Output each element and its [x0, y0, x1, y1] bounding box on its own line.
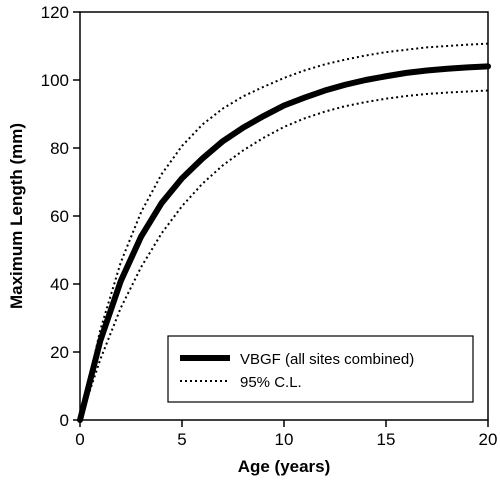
y-tick-label: 0: [60, 411, 69, 430]
y-tick-label: 120: [41, 3, 69, 22]
y-tick-label: 80: [50, 139, 69, 158]
x-tick-label: 10: [275, 430, 294, 449]
legend: VBGF (all sites combined) 95% C.L.: [167, 335, 474, 403]
x-axis-ticks: 0 5 10 15 20: [75, 420, 497, 449]
y-axis-title: Maximum Length (mm): [7, 123, 26, 309]
legend-label-vbgf: VBGF (all sites combined): [240, 351, 414, 368]
series-line-upper-cl: [79, 42, 489, 421]
y-tick-label: 40: [50, 275, 69, 294]
x-tick-label: 5: [177, 430, 186, 449]
legend-box: [167, 335, 474, 403]
y-tick-label: 20: [50, 343, 69, 362]
x-tick-label: 0: [75, 430, 84, 449]
y-axis-ticks: 0 20 40 60 80 100 120: [41, 3, 80, 430]
x-tick-label: 15: [377, 430, 396, 449]
y-tick-label: 60: [50, 207, 69, 226]
series-layer: [77, 42, 491, 423]
x-tick-label: 20: [479, 430, 498, 449]
legend-label-confidence: 95% C.L.: [240, 374, 302, 391]
y-tick-label: 100: [41, 71, 69, 90]
series-line-vbgf: [77, 63, 491, 423]
x-axis-title: Age (years): [238, 457, 331, 476]
